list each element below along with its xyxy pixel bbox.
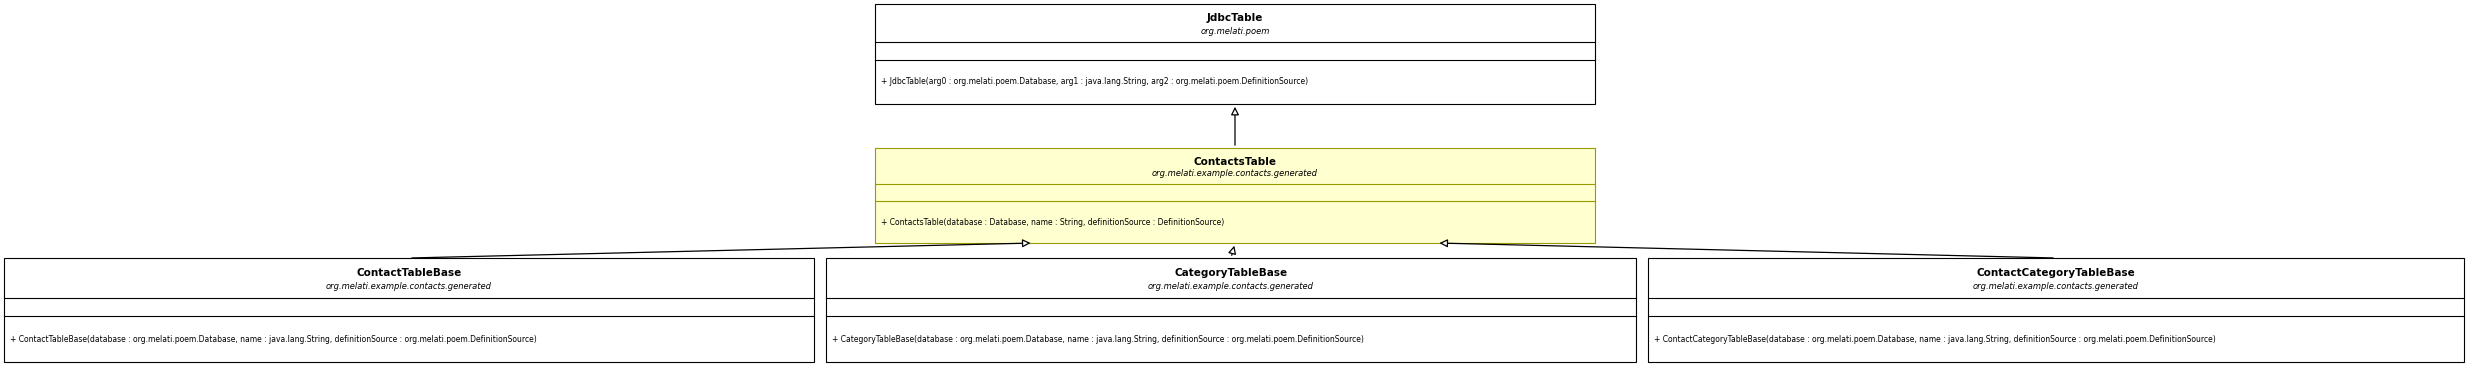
Bar xyxy=(827,258,1637,362)
Text: org.melati.example.contacts.generated: org.melati.example.contacts.generated xyxy=(326,282,491,291)
Text: + JdbcTable(arg0 : org.melati.poem.Database, arg1 : java.lang.String, arg2 : org: + JdbcTable(arg0 : org.melati.poem.Datab… xyxy=(881,78,1309,86)
Text: ContactTableBase: ContactTableBase xyxy=(356,268,462,278)
Bar xyxy=(1647,258,2464,362)
Text: JdbcTable: JdbcTable xyxy=(1207,14,1264,24)
Text: org.melati.example.contacts.generated: org.melati.example.contacts.generated xyxy=(1148,282,1314,291)
Text: + ContactTableBase(database : org.melati.poem.Database, name : java.lang.String,: + ContactTableBase(database : org.melati… xyxy=(10,335,536,344)
Text: ContactsTable: ContactsTable xyxy=(1193,157,1276,167)
Bar xyxy=(874,4,1595,104)
Bar xyxy=(5,258,815,362)
Text: + CategoryTableBase(database : org.melati.poem.Database, name : java.lang.String: + CategoryTableBase(database : org.melat… xyxy=(832,335,1363,344)
Text: CategoryTableBase: CategoryTableBase xyxy=(1175,268,1286,278)
Text: org.melati.poem: org.melati.poem xyxy=(1200,27,1269,36)
Text: ContactCategoryTableBase: ContactCategoryTableBase xyxy=(1978,268,2136,278)
Text: + ContactsTable(database : Database, name : String, definitionSource : Definitio: + ContactsTable(database : Database, nam… xyxy=(881,217,1225,227)
Text: + ContactCategoryTableBase(database : org.melati.poem.Database, name : java.lang: + ContactCategoryTableBase(database : or… xyxy=(1654,335,2215,344)
Text: org.melati.example.contacts.generated: org.melati.example.contacts.generated xyxy=(1153,170,1318,178)
Text: org.melati.example.contacts.generated: org.melati.example.contacts.generated xyxy=(1973,282,2138,291)
Bar xyxy=(874,148,1595,243)
